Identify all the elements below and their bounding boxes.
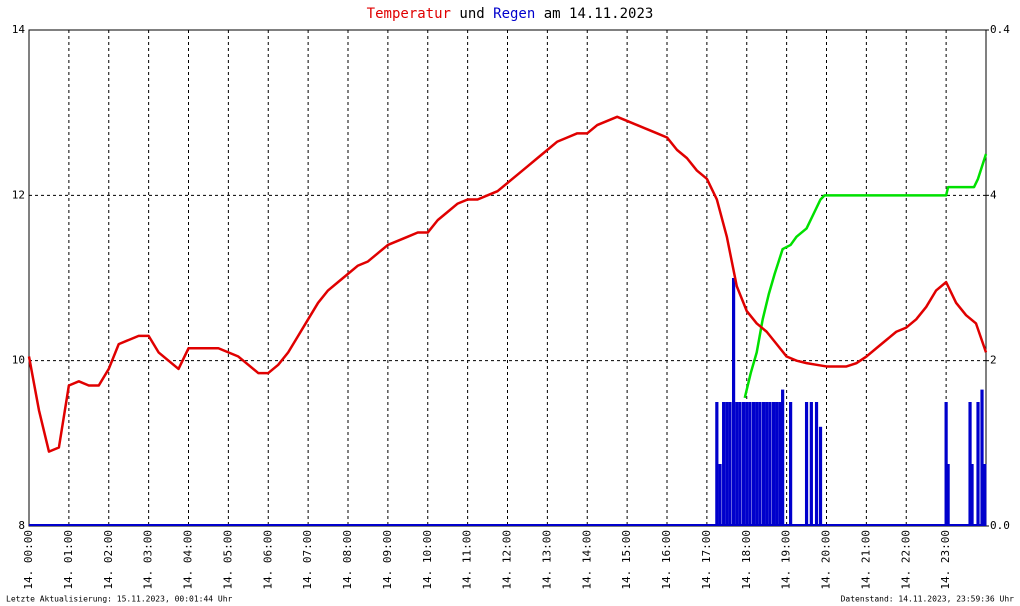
bar [745,402,749,526]
bar [761,402,766,526]
bar [758,402,762,526]
x-tick-label: 14. 01:00 [62,530,75,590]
bar [738,402,742,526]
x-tick-label: 14. 11:00 [461,530,474,590]
bar [751,402,756,526]
bar [718,464,722,526]
bar [735,402,739,526]
x-tick-label: 14. 18:00 [740,530,753,590]
x-tick-label: 14. 17:00 [700,530,713,590]
x-tick-label: 14. 09:00 [381,530,394,590]
x-tick-label: 14. 22:00 [899,530,912,590]
bar [946,464,950,526]
bar [983,464,987,526]
footer-right: Datenstand: 14.11.2023, 23:59:36 Uhr [841,595,1015,604]
bar [818,426,823,526]
x-tick-label: 14. 03:00 [142,530,155,590]
bar [725,402,729,526]
x-tick-label: 14. 14:00 [580,530,593,590]
bar [944,402,948,526]
bar [722,402,726,526]
bar [728,402,732,526]
bar [765,402,769,526]
line-series [27,115,988,453]
y-tick-label: 10 [12,354,25,367]
x-tick-label: 14. 21:00 [859,530,872,590]
bar [804,402,809,526]
x-tick-label: 14. 05:00 [221,530,234,590]
bar [775,402,779,526]
x-tick-label: 14. 10:00 [421,530,434,590]
x-tick-label: 14. 12:00 [501,530,514,590]
bar [809,402,813,526]
title-part: am 14.11.2023 [544,6,654,22]
bar [781,389,785,526]
chart-title: Temperatur und Regen am 14.11.2023 [367,6,654,22]
bar [968,402,972,526]
x-tick-label: 14. 13:00 [540,530,553,590]
x-tick-label: 14. 08:00 [341,530,354,590]
bar [748,402,752,526]
bar [741,402,746,526]
y2-tick-label: 2 [990,354,997,367]
x-tick-label: 14. 04:00 [182,530,195,590]
bar [970,464,974,526]
title-part: und [459,6,484,22]
y-tick-label: 14 [12,23,26,36]
bar [768,402,772,526]
x-tick-label: 14. 02:00 [102,530,115,590]
y2-tick-label: 0.0 [990,519,1010,532]
bar [778,402,782,526]
x-tick-label: 14. 15:00 [620,530,633,590]
title-part: Regen [493,6,535,22]
bar [731,278,736,526]
x-tick-label: 14. 23:00 [939,530,952,590]
y2-tick-label: 0.4 [990,23,1010,36]
y2-tick-label: 4 [990,188,997,201]
x-tick-label: 14. 07:00 [301,530,314,590]
bar [755,402,759,526]
x-tick-label: 14. 06:00 [261,530,274,590]
x-tick-label: 14. 19:00 [780,530,793,590]
bar [814,402,819,526]
x-tick-label: 14. 16:00 [660,530,673,590]
y-tick-label: 12 [12,188,25,201]
bar [980,389,984,526]
title-part: Temperatur [367,6,451,22]
bar [976,402,980,526]
bar [715,402,719,526]
footer-left: Letzte Aktualisierung: 15.11.2023, 00:01… [6,595,233,604]
x-tick-label: 14. 20:00 [820,530,833,590]
x-tick-label: 14. 00:00 [22,530,35,590]
y-tick-label: 8 [18,519,25,532]
bar [771,402,776,526]
line-series [743,153,988,399]
bar [789,402,793,526]
